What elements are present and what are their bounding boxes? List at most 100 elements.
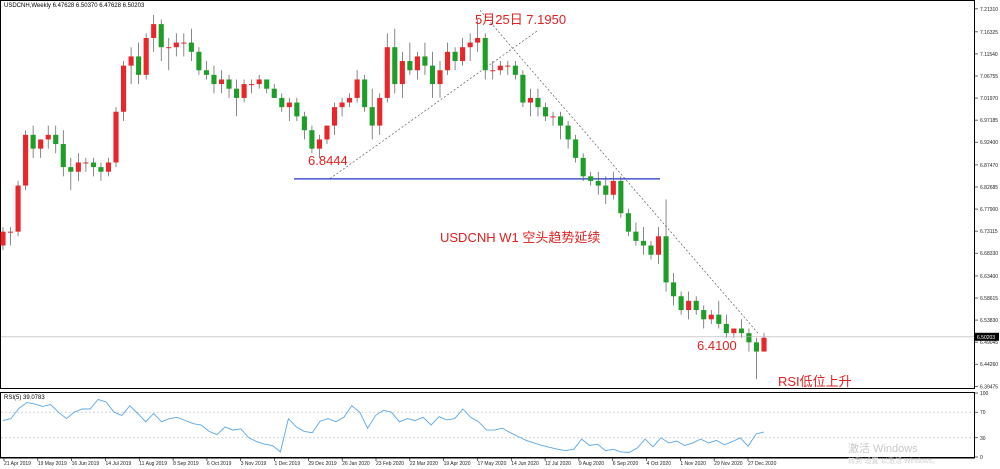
candle-body — [279, 97, 285, 108]
candle-body — [241, 84, 247, 98]
candle-body — [761, 337, 767, 352]
candle-body — [218, 79, 225, 85]
candle-body — [309, 130, 315, 149]
candle-body — [595, 180, 601, 186]
candle-body — [90, 162, 96, 168]
rsi-line — [2, 398, 765, 453]
candle-body — [188, 42, 194, 52]
candle-body — [512, 65, 518, 75]
candle-body — [45, 134, 51, 140]
candle-body — [301, 116, 307, 131]
candle-body — [369, 107, 375, 126]
low-annotation: 6.4100 — [697, 338, 737, 353]
candle-body — [166, 47, 172, 49]
candle-body — [625, 213, 631, 232]
time-tick-label: 8 Sep 2019 — [173, 461, 199, 467]
candle-body — [535, 97, 541, 108]
current-price-marker — [975, 332, 999, 341]
time-tick-label: 11 Aug 2019 — [139, 461, 167, 467]
candle-body — [173, 42, 179, 48]
candle-body — [7, 231, 14, 233]
time-tick-label: 6 Sep 2020 — [613, 461, 639, 467]
price-tick-label: 6.87470 — [980, 163, 998, 169]
time-tick-label: 16 Jun 2019 — [72, 461, 100, 467]
candle-body — [731, 328, 737, 334]
rsi-tick-label: 30 — [980, 436, 986, 442]
time-tick-label: 29 Dec 2019 — [308, 461, 337, 467]
candle-body — [128, 56, 134, 66]
candle-body — [716, 314, 722, 324]
candle-body — [565, 125, 571, 140]
candle-body — [339, 102, 345, 108]
candle-body — [271, 88, 277, 98]
rsi-pane — [0, 392, 975, 458]
candle-body — [120, 65, 127, 112]
candle-body — [158, 24, 164, 48]
candle-body — [30, 134, 36, 149]
candle-body — [640, 240, 647, 246]
price-tick-label: 6.53830 — [980, 318, 998, 324]
price-tick-label: 6.63400 — [980, 274, 998, 280]
candle-body — [53, 134, 59, 145]
candle-body — [23, 134, 29, 186]
candle-body — [414, 56, 420, 71]
time-tick-label: 14 Jun 2020 — [511, 461, 539, 467]
support-annotation: 6.8444 — [308, 153, 348, 168]
price-tick-label: 7.01970 — [980, 96, 998, 102]
price-tick-label: 7.16325 — [980, 30, 998, 36]
rsi-annotation: RSI低位上升 — [778, 374, 852, 389]
candle-body — [362, 79, 368, 108]
candle-body — [527, 97, 533, 103]
candle-body — [746, 333, 752, 343]
candle-body — [663, 236, 669, 283]
candle-body — [354, 79, 360, 98]
price-tick-label: 6.92400 — [980, 140, 998, 146]
time-tick-label: 21 Apr 2019 — [4, 461, 31, 467]
time-tick-label: 6 Oct 2019 — [207, 461, 232, 467]
candle-body — [588, 176, 594, 181]
candle-body — [422, 56, 428, 66]
candle-body — [196, 51, 202, 71]
watermark-title: 激活 Windows — [848, 441, 918, 455]
candle-body — [407, 61, 413, 71]
candle-body — [98, 167, 104, 172]
price-tick-label: 7.06755 — [980, 74, 998, 80]
candle-body — [753, 342, 760, 352]
time-tick-label: 27 Dec 2020 — [748, 461, 777, 467]
price-tick-label: 6.77900 — [980, 207, 998, 213]
candle-body — [701, 310, 707, 320]
candle-body — [550, 116, 556, 118]
time-tick-label: 3 Nov 2019 — [241, 461, 267, 467]
candle-body — [136, 56, 142, 75]
candle-body — [618, 180, 624, 214]
candle-body — [482, 37, 488, 71]
candle-body — [678, 296, 684, 311]
rsi-tick-label: 0 — [980, 455, 983, 461]
candle-body — [399, 61, 405, 85]
candle-body — [437, 70, 443, 85]
candle-body — [316, 139, 323, 149]
headline-annotation: USDCNH W1 空头趋势延续 — [440, 230, 600, 245]
falling-trendline — [479, 10, 759, 334]
candle-body — [68, 167, 74, 172]
candle-body — [75, 162, 81, 172]
candle-body — [452, 51, 458, 62]
time-tick-label: 22 Mar 2020 — [410, 461, 438, 467]
candle-body — [38, 139, 44, 149]
price-tick-label: 7.11540 — [980, 52, 998, 58]
time-tick-label: 1 Nov 2020 — [680, 461, 706, 467]
high-annotation: 5月25日 7.1950 — [475, 12, 566, 27]
candle-body — [671, 282, 677, 297]
candle-body — [686, 300, 692, 311]
candle-body — [294, 102, 300, 117]
candle-body — [497, 65, 503, 71]
candle-body — [648, 245, 654, 255]
price-tick-label: 6.49045 — [980, 340, 998, 346]
candle-body — [429, 65, 436, 85]
candle-body — [603, 185, 609, 195]
candle-body — [226, 79, 232, 89]
rsi-pane-title: RSI(5) 39.0783 — [4, 395, 45, 401]
candle-body — [444, 51, 451, 71]
